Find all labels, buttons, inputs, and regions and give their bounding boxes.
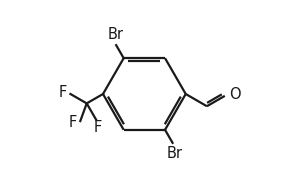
Text: F: F [59,85,67,100]
Text: F: F [94,120,102,135]
Text: Br: Br [167,146,182,161]
Text: F: F [69,115,77,130]
Text: Br: Br [107,27,123,42]
Text: O: O [229,87,240,102]
